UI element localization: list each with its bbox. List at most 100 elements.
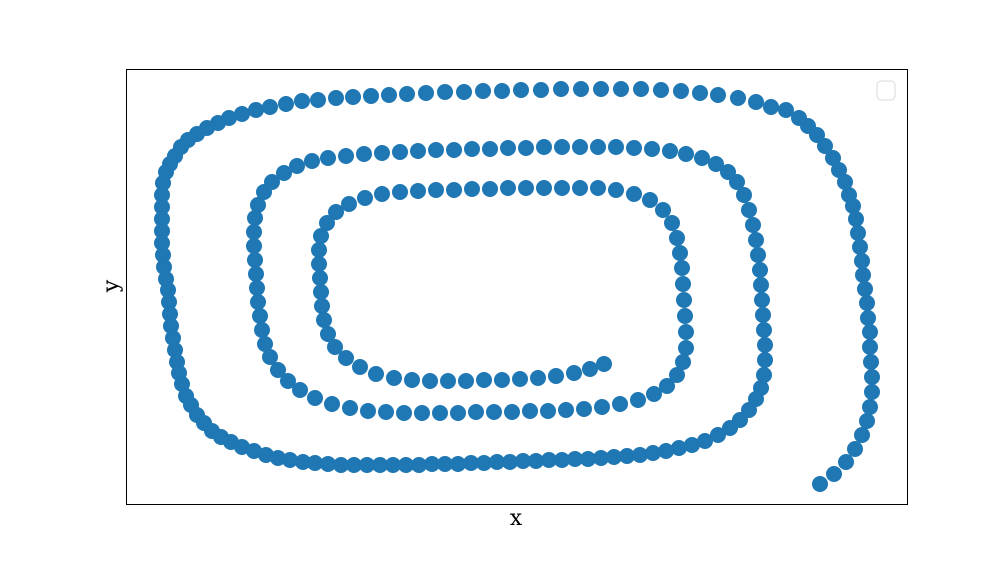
scatter-point xyxy=(632,447,648,463)
scatter-point xyxy=(504,404,520,420)
scatter-point xyxy=(312,270,328,286)
scatter-point xyxy=(644,141,660,157)
scatter-point xyxy=(837,174,853,190)
scatter-point xyxy=(246,238,262,254)
scatter-point xyxy=(313,284,329,300)
scatter-point xyxy=(593,450,609,466)
scatter-point xyxy=(154,187,170,203)
scatter-point xyxy=(446,182,462,198)
scatter-point xyxy=(554,139,570,155)
scatter-point xyxy=(859,295,875,311)
scatter-point xyxy=(418,85,434,101)
scatter-point xyxy=(410,143,426,159)
scatter-point xyxy=(593,81,609,97)
scatter-point xyxy=(464,141,480,157)
scatter-point xyxy=(424,456,440,472)
scatter-point xyxy=(612,396,628,412)
scatter-point xyxy=(852,239,868,255)
scatter-point xyxy=(374,145,390,161)
scatter-point xyxy=(778,102,794,118)
scatter-point xyxy=(608,139,624,155)
scatter-point xyxy=(664,215,680,231)
scatter-point xyxy=(741,202,757,218)
scatter-point xyxy=(646,386,662,402)
scatter-point xyxy=(378,404,394,420)
scatter-point xyxy=(314,298,330,314)
scatter-point xyxy=(324,396,340,412)
scatter-point xyxy=(863,354,879,370)
scatter-point xyxy=(338,350,354,366)
scatter-point xyxy=(278,96,294,112)
scatter-point xyxy=(381,87,397,103)
scatter-point xyxy=(252,308,268,324)
scatter-point xyxy=(292,382,308,398)
scatter-point xyxy=(710,87,726,103)
scatter-point xyxy=(848,211,864,227)
scatter-point xyxy=(692,85,708,101)
scatter-point xyxy=(372,457,388,473)
scatter-point xyxy=(295,454,311,470)
scatter-point xyxy=(363,88,379,104)
scatter-point xyxy=(247,252,263,268)
scatter-point xyxy=(396,405,412,421)
scatter-point xyxy=(440,373,456,389)
scatter-point xyxy=(672,245,688,261)
scatter-point xyxy=(566,365,582,381)
scatter-point xyxy=(594,399,610,415)
scatter-point xyxy=(360,403,376,419)
scatter-point xyxy=(533,82,549,98)
scatter-point xyxy=(573,81,589,97)
scatter-point xyxy=(862,324,878,340)
scatter-point xyxy=(160,282,176,298)
scatter-point xyxy=(754,292,770,308)
scatter-point xyxy=(554,452,570,468)
scatter-point xyxy=(619,448,635,464)
scatter-point xyxy=(320,456,336,472)
scatter-point xyxy=(328,90,344,106)
legend-box xyxy=(876,80,896,101)
scatter-point xyxy=(753,277,769,293)
scatter-point xyxy=(316,312,332,328)
scatter-point xyxy=(320,326,336,342)
scatter-point xyxy=(606,449,622,465)
scatter-point xyxy=(548,368,564,384)
scatter-point xyxy=(313,228,329,244)
scatter-point xyxy=(613,81,629,97)
scatter-point xyxy=(642,192,658,208)
scatter-point xyxy=(475,83,491,99)
scatter-point xyxy=(311,256,327,272)
scatter-point xyxy=(307,390,323,406)
scatter-point xyxy=(669,367,685,383)
scatter-point xyxy=(352,359,368,375)
scatter-point xyxy=(676,292,692,308)
scatter-points xyxy=(154,81,880,492)
scatter-point xyxy=(256,184,272,200)
scatter-point xyxy=(678,324,694,340)
scatter-point xyxy=(341,196,357,212)
scatter-point xyxy=(437,456,453,472)
scatter-point xyxy=(250,294,266,310)
scatter-point xyxy=(678,146,694,162)
scatter-point xyxy=(675,276,691,292)
scatter-point xyxy=(385,457,401,473)
scatter-point xyxy=(677,308,693,324)
scatter-point xyxy=(708,156,724,172)
scatter-point xyxy=(530,370,546,386)
scatter-point xyxy=(289,158,305,174)
scatter-point xyxy=(756,322,772,338)
scatter-point xyxy=(662,143,678,159)
scatter-point xyxy=(757,352,773,368)
scatter-point xyxy=(414,405,430,421)
scatter-point xyxy=(590,180,606,196)
scatter-point xyxy=(307,455,323,471)
scatter-point xyxy=(673,83,689,99)
scatter-point xyxy=(374,186,390,202)
scatter-point xyxy=(812,476,828,492)
scatter-point xyxy=(398,457,414,473)
scatter-point xyxy=(411,457,427,473)
scatter-point xyxy=(658,443,674,459)
scatter-point xyxy=(684,437,700,453)
scatter-point xyxy=(368,366,384,382)
scatter-point xyxy=(748,232,764,248)
scatter-point xyxy=(163,318,179,334)
